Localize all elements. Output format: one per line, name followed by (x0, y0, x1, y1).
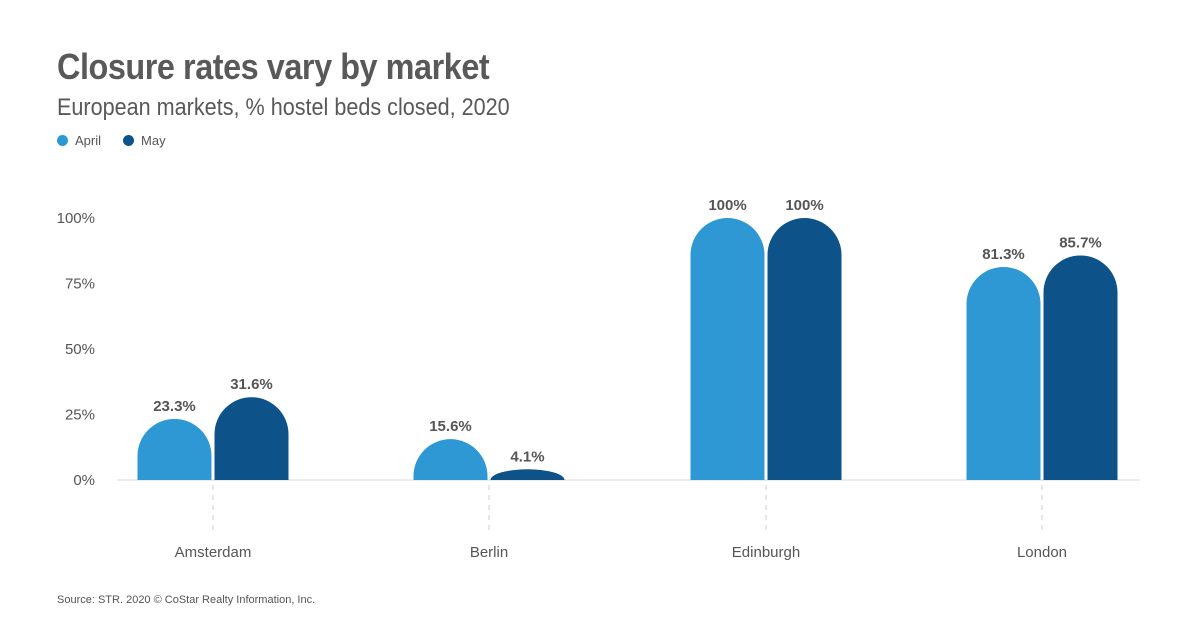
legend-swatch-april (57, 135, 68, 146)
data-label: 100% (785, 197, 823, 214)
bar-may (214, 397, 289, 480)
chart-subtitle: European markets, % hostel beds closed, … (57, 94, 510, 121)
data-label: 81.3% (982, 246, 1025, 263)
data-label: 85.7% (1059, 234, 1102, 251)
y-tick-label: 100% (57, 210, 95, 227)
data-label: 15.6% (429, 418, 472, 435)
bar-april (413, 439, 488, 480)
legend: April May (57, 133, 188, 148)
bar-april (137, 418, 212, 480)
legend-label-may: May (141, 133, 166, 148)
bar-may (1043, 255, 1118, 480)
y-tick-label: 25% (65, 407, 95, 424)
data-label: 23.3% (153, 398, 196, 415)
bar-april (966, 266, 1041, 480)
x-tick-label: Amsterdam (175, 544, 252, 561)
bar-april (690, 218, 765, 480)
data-label: 31.6% (230, 376, 273, 393)
chart-title: Closure rates vary by market (57, 46, 490, 87)
bar-may (767, 218, 842, 480)
x-tick-label: Edinburgh (732, 544, 800, 561)
legend-item-may: May (123, 133, 166, 148)
y-tick-label: 50% (65, 341, 95, 358)
legend-swatch-may (123, 135, 135, 146)
legend-label-april: April (75, 133, 102, 148)
data-label: 100% (708, 197, 746, 214)
y-tick-label: 0% (73, 472, 95, 489)
source-note: Source: STR. 2020 © CoStar Realty Inform… (57, 594, 316, 606)
y-tick-label: 75% (65, 276, 95, 293)
x-tick-label: London (1017, 544, 1067, 561)
bar-may (490, 469, 565, 480)
data-label: 4.1% (510, 448, 544, 465)
x-tick-label: Berlin (470, 544, 508, 561)
legend-item-april: April (57, 133, 101, 148)
